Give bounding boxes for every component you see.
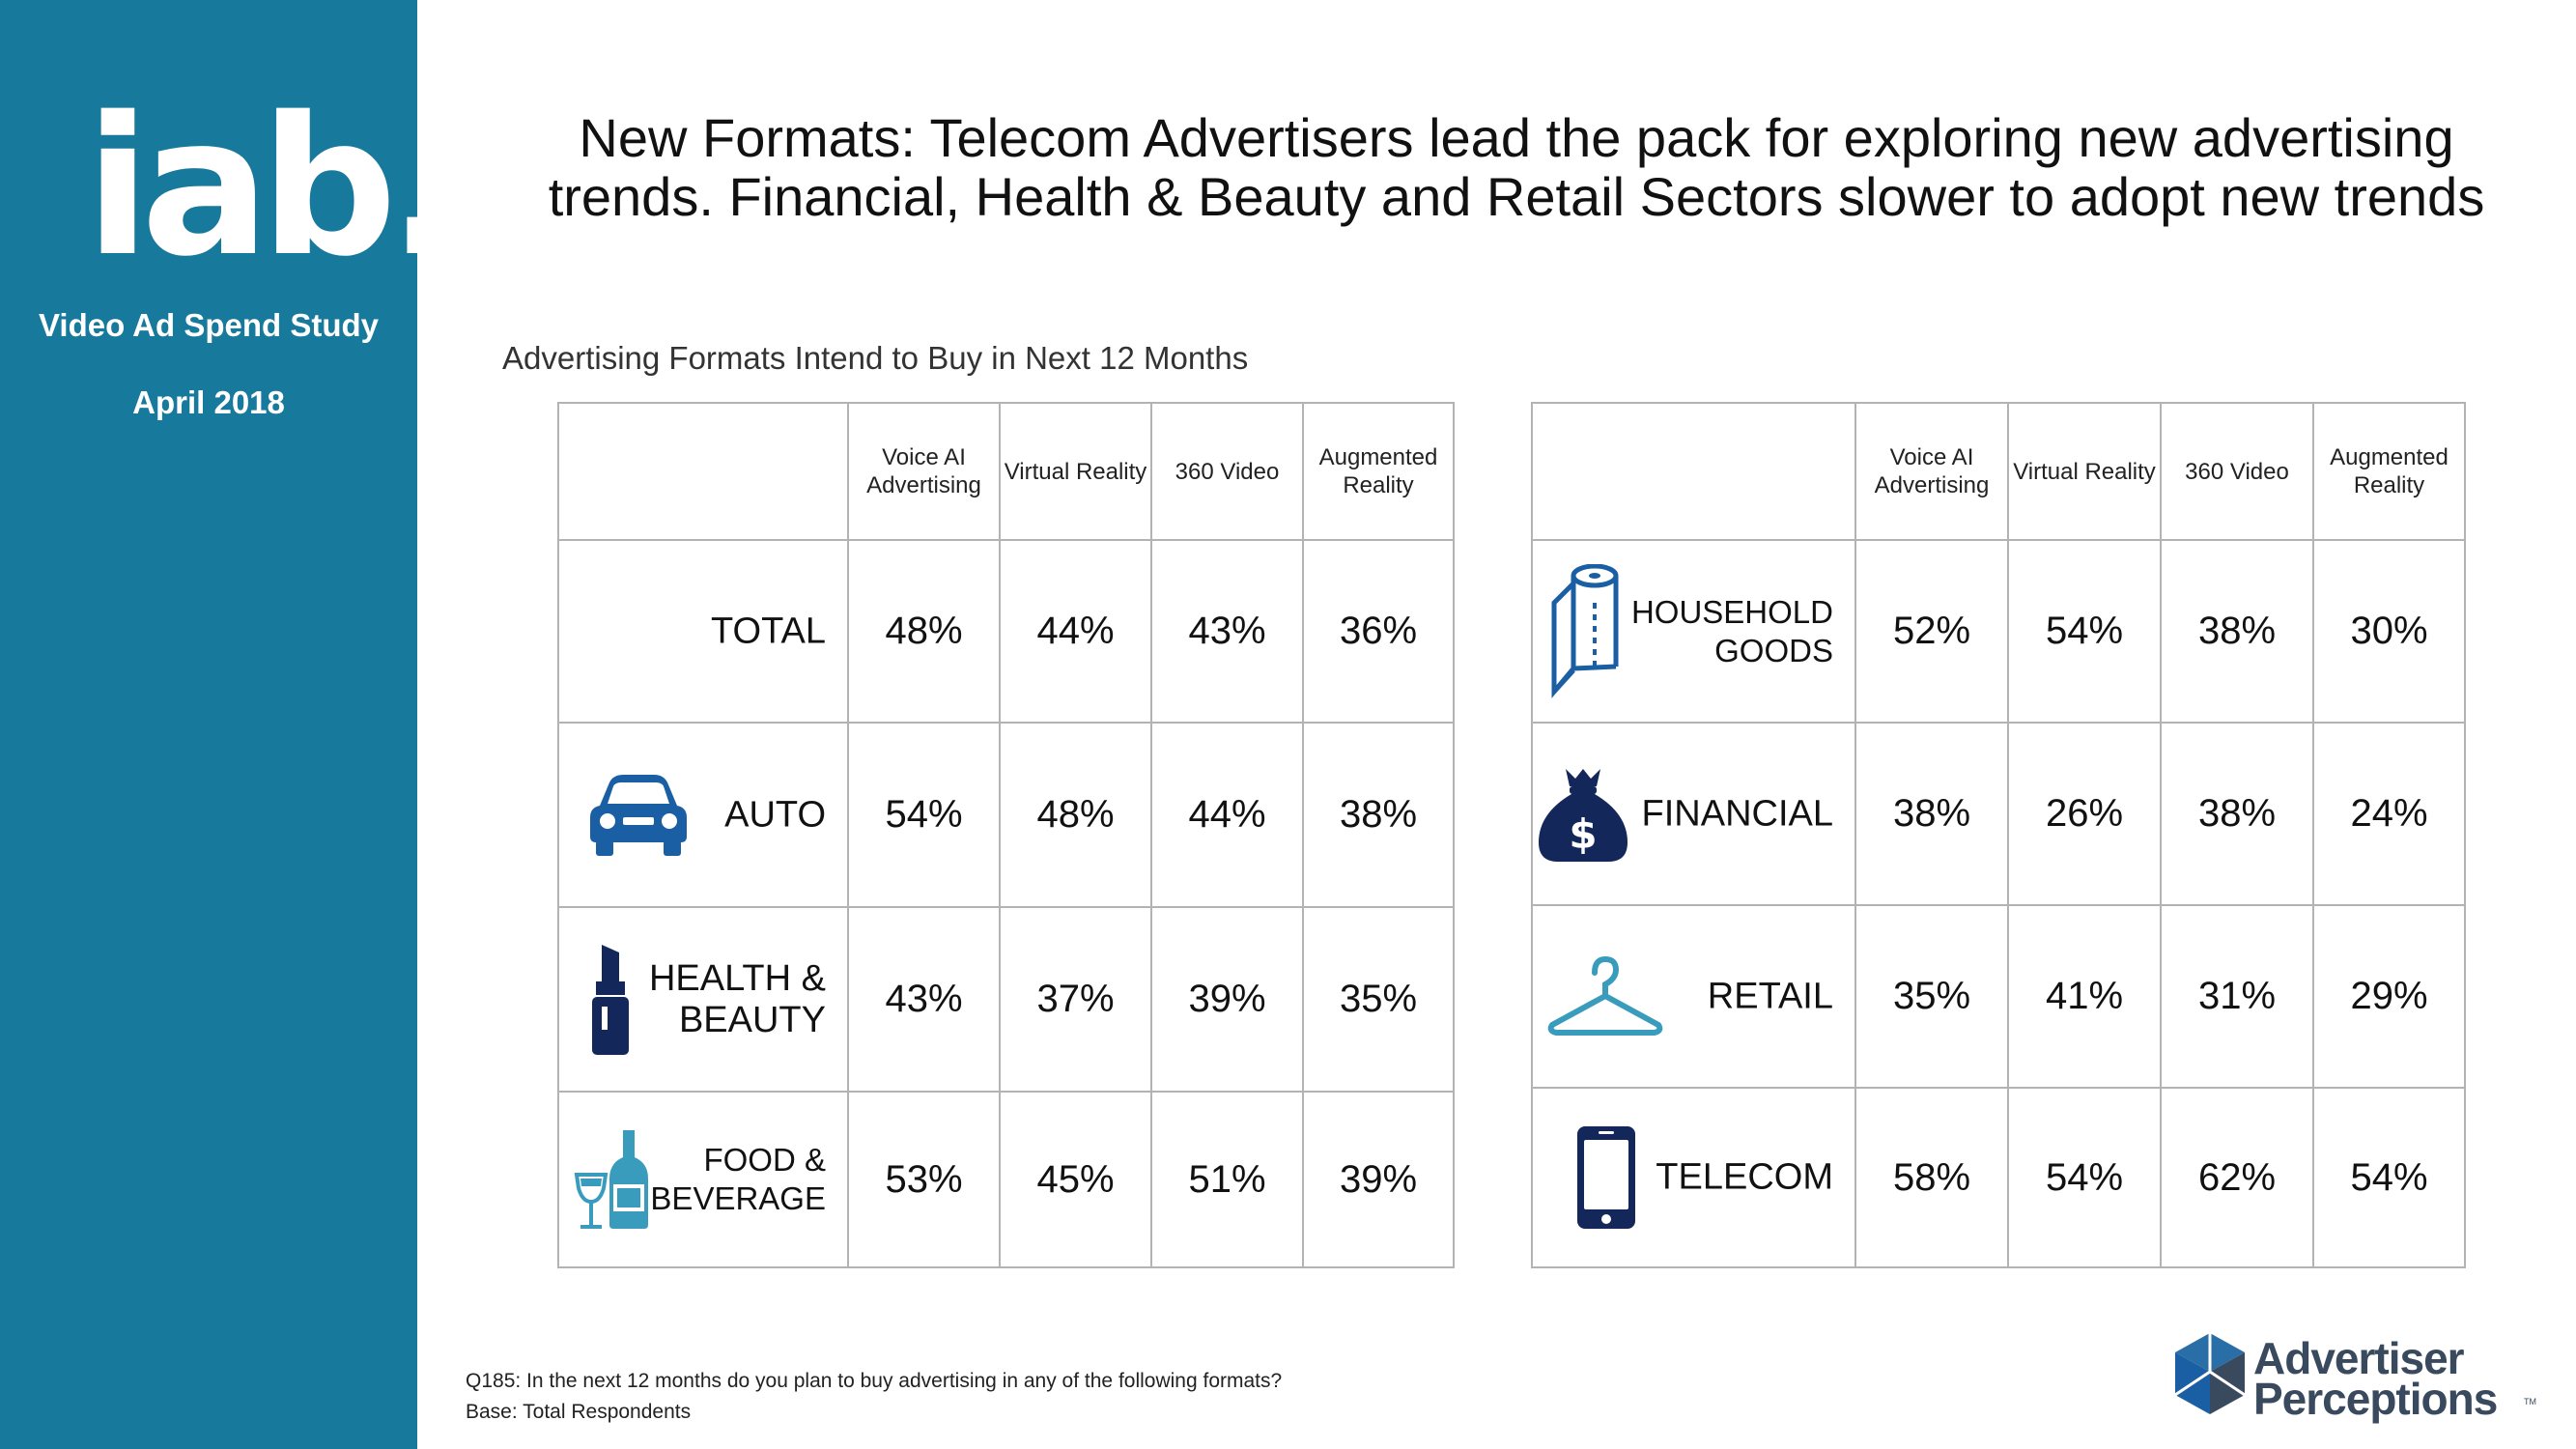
category-label: HEALTH & BEAUTY xyxy=(648,957,826,1040)
chart-title: Advertising Formats Intend to Buy in Nex… xyxy=(502,340,1249,376)
category-label: HOUSEHOLD GOODS xyxy=(1630,593,1833,668)
category-food-beverage: FOOD & BEVERAGE xyxy=(557,1091,849,1268)
value-cell: 43% xyxy=(1150,539,1304,724)
category-telecom: TELECOM xyxy=(1531,1087,1856,1268)
study-date: April 2018 xyxy=(132,384,285,420)
table-row-total: TOTAL 48% 44% 43% 36% xyxy=(557,539,1455,724)
value-cell: 35% xyxy=(1302,906,1455,1093)
iab-logo: iab. xyxy=(85,75,460,298)
category-label: TELECOM xyxy=(1656,1156,1833,1198)
value-cell: 38% xyxy=(1302,722,1455,908)
value-cell: 38% xyxy=(2160,722,2314,906)
footnote-base: Base: Total Respondents xyxy=(466,1401,692,1423)
value-cell: 48% xyxy=(847,539,1001,724)
value-cell: 52% xyxy=(1854,539,2009,724)
table-row-financial: $ FINANCIAL 38% 26% 38% 24% xyxy=(1531,722,2466,906)
money-bag-icon: $ xyxy=(1539,768,1628,862)
svg-text:$: $ xyxy=(1569,810,1597,858)
title-line-1: New Formats: Telecom Advertisers lead th… xyxy=(579,107,2454,168)
lipstick-icon xyxy=(592,944,629,1055)
value-cell: 44% xyxy=(999,539,1152,724)
category-auto: AUTO xyxy=(557,722,849,908)
header-empty-cell xyxy=(557,402,849,541)
value-cell: 24% xyxy=(2312,722,2466,906)
value-cell: 58% xyxy=(1854,1087,2009,1268)
formats-table-right: Voice AI Advertising Virtual Reality 360 … xyxy=(1531,402,2466,1268)
table-row-household-goods: HOUSEHOLD GOODS 52% 54% 38% 30% xyxy=(1531,539,2466,724)
value-cell: 31% xyxy=(2160,904,2314,1089)
header-360-video: 360 Video xyxy=(2160,402,2314,541)
header-augmented-reality: Augmented Reality xyxy=(2312,402,2466,541)
value-cell: 39% xyxy=(1302,1091,1455,1268)
table-row-food-beverage: FOOD & BEVERAGE 53% 45% 51% 39% xyxy=(557,1091,1455,1268)
table-row-auto: AUTO 54% 48% 44% 38% xyxy=(557,722,1455,908)
table-row-health-beauty: HEALTH & BEAUTY 43% 37% 39% 35% xyxy=(557,906,1455,1093)
header-empty-cell xyxy=(1531,402,1856,541)
category-household-goods: HOUSEHOLD GOODS xyxy=(1531,539,1856,724)
page-title: New Formats: Telecom Advertisers lead th… xyxy=(502,108,2531,226)
category-health-beauty: HEALTH & BEAUTY xyxy=(557,906,849,1093)
footnote-question: Q185: In the next 12 months do you plan … xyxy=(466,1370,1283,1392)
table-row-retail: RETAIL 35% 41% 31% 29% xyxy=(1531,904,2466,1089)
category-label: FOOD & BEVERAGE xyxy=(650,1142,826,1216)
header-row: Voice AI Advertising Virtual Reality 360 … xyxy=(1531,402,2466,541)
value-cell: 30% xyxy=(2312,539,2466,724)
value-cell: 38% xyxy=(1854,722,2009,906)
value-cell: 44% xyxy=(1150,722,1304,908)
title-line-2: trends. Financial, Health & Beauty and R… xyxy=(548,166,2485,227)
category-label: FINANCIAL xyxy=(1641,793,1833,834)
paper-towel-icon xyxy=(1551,563,1619,698)
car-icon xyxy=(590,774,687,856)
value-cell: 29% xyxy=(2312,904,2466,1089)
advertiser-perceptions-logo xyxy=(2174,1333,2246,1414)
value-cell: 37% xyxy=(999,906,1152,1093)
value-cell: 62% xyxy=(2160,1087,2314,1268)
category-label: RETAIL xyxy=(1707,976,1833,1016)
category-retail: RETAIL xyxy=(1531,904,1856,1089)
value-cell: 54% xyxy=(2007,1087,2162,1268)
value-cell: 54% xyxy=(847,722,1001,908)
study-name: Video Ad Spend Study xyxy=(38,307,380,343)
category-label: AUTO xyxy=(724,794,826,835)
sidebar: iab. Video Ad Spend Study April 2018 xyxy=(0,0,460,1449)
brand-line-2: Perceptions xyxy=(2253,1374,2498,1424)
brand-line-1: Advertiser xyxy=(2253,1333,2465,1383)
value-cell: 54% xyxy=(2007,539,2162,724)
value-cell: 51% xyxy=(1150,1091,1304,1268)
value-cell: 41% xyxy=(2007,904,2162,1089)
header-virtual-reality: Virtual Reality xyxy=(2007,402,2162,541)
header-row: Voice AI Advertising Virtual Reality 360 … xyxy=(557,402,1455,541)
smartphone-icon xyxy=(1577,1126,1635,1229)
category-financial: $ FINANCIAL xyxy=(1531,722,1856,906)
wine-bottle-glass-icon xyxy=(574,1130,648,1229)
category-label: TOTAL xyxy=(711,611,826,651)
value-cell: 36% xyxy=(1302,539,1455,724)
header-360-video: 360 Video xyxy=(1150,402,1304,541)
formats-table-left: Voice AI Advertising Virtual Reality 360 … xyxy=(557,402,1455,1268)
brand-trademark: TM xyxy=(2524,1397,2536,1406)
header-voice-ai: Voice AI Advertising xyxy=(1854,402,2009,541)
value-cell: 35% xyxy=(1854,904,2009,1089)
value-cell: 26% xyxy=(2007,722,2162,906)
header-voice-ai: Voice AI Advertising xyxy=(847,402,1001,541)
header-virtual-reality: Virtual Reality xyxy=(999,402,1152,541)
value-cell: 38% xyxy=(2160,539,2314,724)
value-cell: 43% xyxy=(847,906,1001,1093)
value-cell: 54% xyxy=(2312,1087,2466,1268)
value-cell: 45% xyxy=(999,1091,1152,1268)
hanger-icon xyxy=(1547,955,1663,1036)
header-augmented-reality: Augmented Reality xyxy=(1302,402,1455,541)
value-cell: 53% xyxy=(847,1091,1001,1268)
table-row-telecom: TELECOM 58% 54% 62% 54% xyxy=(1531,1087,2466,1268)
value-cell: 48% xyxy=(999,722,1152,908)
category-total: TOTAL xyxy=(557,539,849,724)
value-cell: 39% xyxy=(1150,906,1304,1093)
